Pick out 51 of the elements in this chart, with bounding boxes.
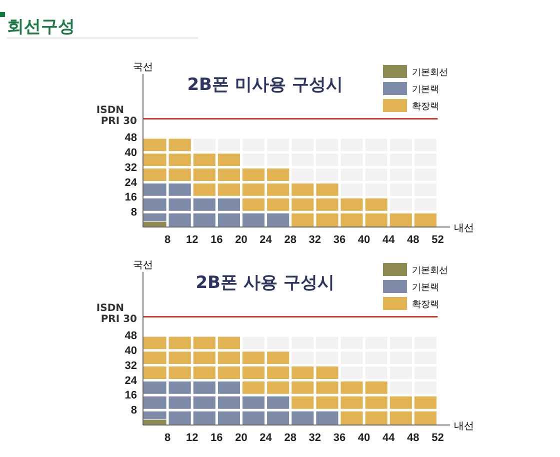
legend-label: 기본랙: [412, 85, 439, 95]
chart-title: 2B폰 미사용 구성시: [187, 75, 343, 95]
x-tick-label: 32: [308, 234, 322, 246]
legend-label: 기본회선: [412, 266, 448, 276]
y-tick-label: 32: [124, 360, 137, 372]
text: 회선구성: [7, 17, 75, 37]
y-tick-label: 16: [124, 390, 137, 402]
x-tick-label: 16: [210, 234, 223, 246]
x-tick-label: 8: [164, 432, 171, 444]
y-tick-label: 48: [124, 132, 137, 144]
x-axis-title: 내선: [454, 421, 474, 432]
y-tick-label: 8: [130, 206, 137, 219]
legend-label: 확장랙: [412, 102, 439, 112]
x-tick-label: 28: [284, 432, 296, 444]
x-tick-label: 52: [432, 432, 444, 444]
x-tick-label: 52: [432, 234, 444, 246]
y-tick-label: 8: [130, 404, 137, 417]
y-tick-label: 32: [124, 162, 137, 174]
x-tick-label: 20: [235, 432, 248, 444]
y-axis-title: 국선: [133, 260, 153, 271]
y-tick-label: 24: [124, 374, 138, 387]
chart-title: 2B폰 사용 구성시: [196, 273, 334, 293]
y-tick-label: 24: [124, 176, 138, 189]
x-tick-label: 16: [210, 432, 223, 444]
ref-line-label: ISDN PRI 30: [96, 302, 138, 325]
y-tick-label: 40: [124, 146, 137, 159]
x-tick-label: 40: [358, 234, 370, 246]
x-tick-label: 12: [186, 432, 198, 444]
ref-line-label: ISDN PRI 30: [96, 104, 138, 127]
x-axis-title: 내선: [454, 223, 474, 234]
y-tick-label: 16: [124, 192, 137, 204]
x-tick-label: 32: [308, 432, 322, 444]
x-tick-label: 44: [382, 234, 396, 246]
x-tick-label: 12: [186, 234, 198, 246]
x-tick-label: 48: [407, 234, 420, 246]
y-tick-label: 40: [124, 344, 137, 357]
x-tick-label: 20: [235, 234, 248, 246]
x-tick-label: 40: [358, 432, 370, 444]
legend-label: 기본랙: [412, 283, 439, 293]
x-tick-label: 24: [260, 234, 273, 246]
y-axis-title: 국선: [133, 62, 153, 73]
x-tick-label: 28: [284, 234, 296, 246]
x-tick-label: 8: [164, 234, 171, 246]
x-tick-label: 44: [382, 432, 396, 444]
legend-label: 확장랙: [412, 300, 439, 310]
legend-label: 기본회선: [412, 68, 448, 78]
x-tick-label: 36: [333, 432, 346, 444]
x-tick-label: 24: [260, 432, 273, 444]
x-tick-label: 48: [407, 432, 420, 444]
y-tick-label: 48: [124, 330, 137, 342]
x-tick-label: 36: [333, 234, 346, 246]
